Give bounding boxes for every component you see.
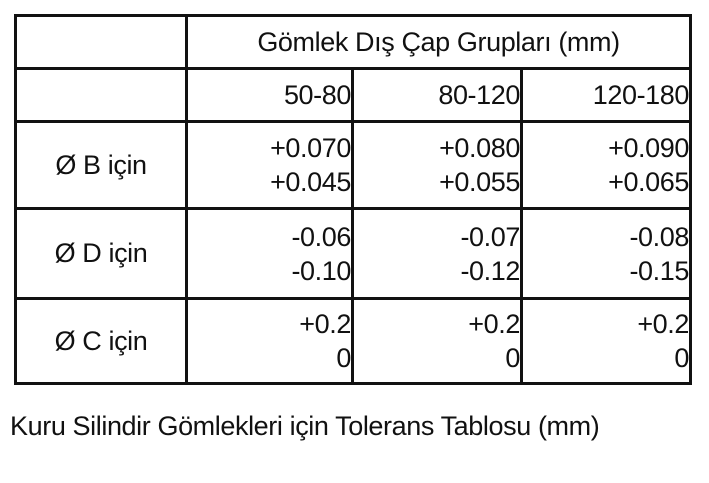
tolerance-upper: +0.2: [637, 309, 690, 339]
tolerance-cell: +0.080 +0.055: [351, 120, 523, 210]
group-header-row: Gömlek Dış Çap Grupları (mm): [14, 14, 693, 70]
col-header-50-80: 50-80: [185, 67, 354, 123]
col-header-80-120: 80-120: [351, 67, 523, 123]
tolerance-cell: -0.06 -0.10: [185, 207, 354, 300]
tolerance-upper: -0.07: [460, 221, 520, 252]
table-row-c: Ø C için +0.2 0 +0.2 0 +0.2 0: [14, 297, 693, 385]
tolerance-upper: +0.2: [299, 309, 351, 339]
tolerance-cell: +0.090 +0.065: [519, 120, 693, 210]
corner-cell: [14, 14, 188, 70]
tolerance-upper: -0.08: [629, 221, 690, 252]
tolerance-cell: +0.070 +0.045: [185, 120, 354, 210]
tolerance-lower: +0.055: [439, 167, 520, 197]
tolerance-lower: -0.12: [460, 255, 520, 286]
corner-cell-2: [14, 67, 188, 123]
tolerance-upper: -0.06: [291, 221, 351, 252]
tolerance-cell: -0.07 -0.12: [351, 207, 523, 300]
row-label-c: Ø C için: [14, 297, 188, 385]
group-title: Gömlek Dış Çap Grupları (mm): [184, 14, 693, 70]
tolerance-lower: -0.15: [629, 255, 690, 286]
tolerance-upper: +0.080: [439, 133, 520, 163]
tolerance-lower: -0.10: [291, 255, 351, 286]
tolerance-upper: +0.070: [270, 133, 351, 163]
row-label-b: Ø B için: [14, 120, 188, 210]
row-label-d: Ø D için: [14, 207, 188, 300]
tolerance-lower: 0: [674, 343, 690, 373]
tolerance-lower: +0.045: [270, 167, 351, 197]
tolerance-cell: +0.2 0: [519, 297, 693, 385]
tolerance-lower: 0: [505, 343, 520, 373]
table-row-b: Ø B için +0.070 +0.045 +0.080 +0.055 +0.…: [14, 120, 693, 210]
tolerance-lower: +0.065: [608, 167, 690, 197]
tolerance-lower: 0: [336, 343, 351, 373]
col-header-120-180: 120-180: [519, 67, 693, 123]
tolerance-cell: -0.08 -0.15: [519, 207, 693, 300]
tolerance-upper: +0.2: [468, 309, 520, 339]
range-header-row: 50-80 80-120 120-180: [14, 67, 693, 123]
tolerance-table: Gömlek Dış Çap Grupları (mm) 50-80 80-12…: [14, 14, 693, 385]
tolerance-cell: +0.2 0: [351, 297, 523, 385]
tolerance-upper: +0.090: [608, 133, 690, 163]
table-caption: Kuru Silindir Gömlekleri için Tolerans T…: [10, 411, 600, 441]
tolerance-cell: +0.2 0: [185, 297, 354, 385]
table-row-d: Ø D için -0.06 -0.10 -0.07 -0.12 -0.08 -…: [14, 207, 693, 300]
